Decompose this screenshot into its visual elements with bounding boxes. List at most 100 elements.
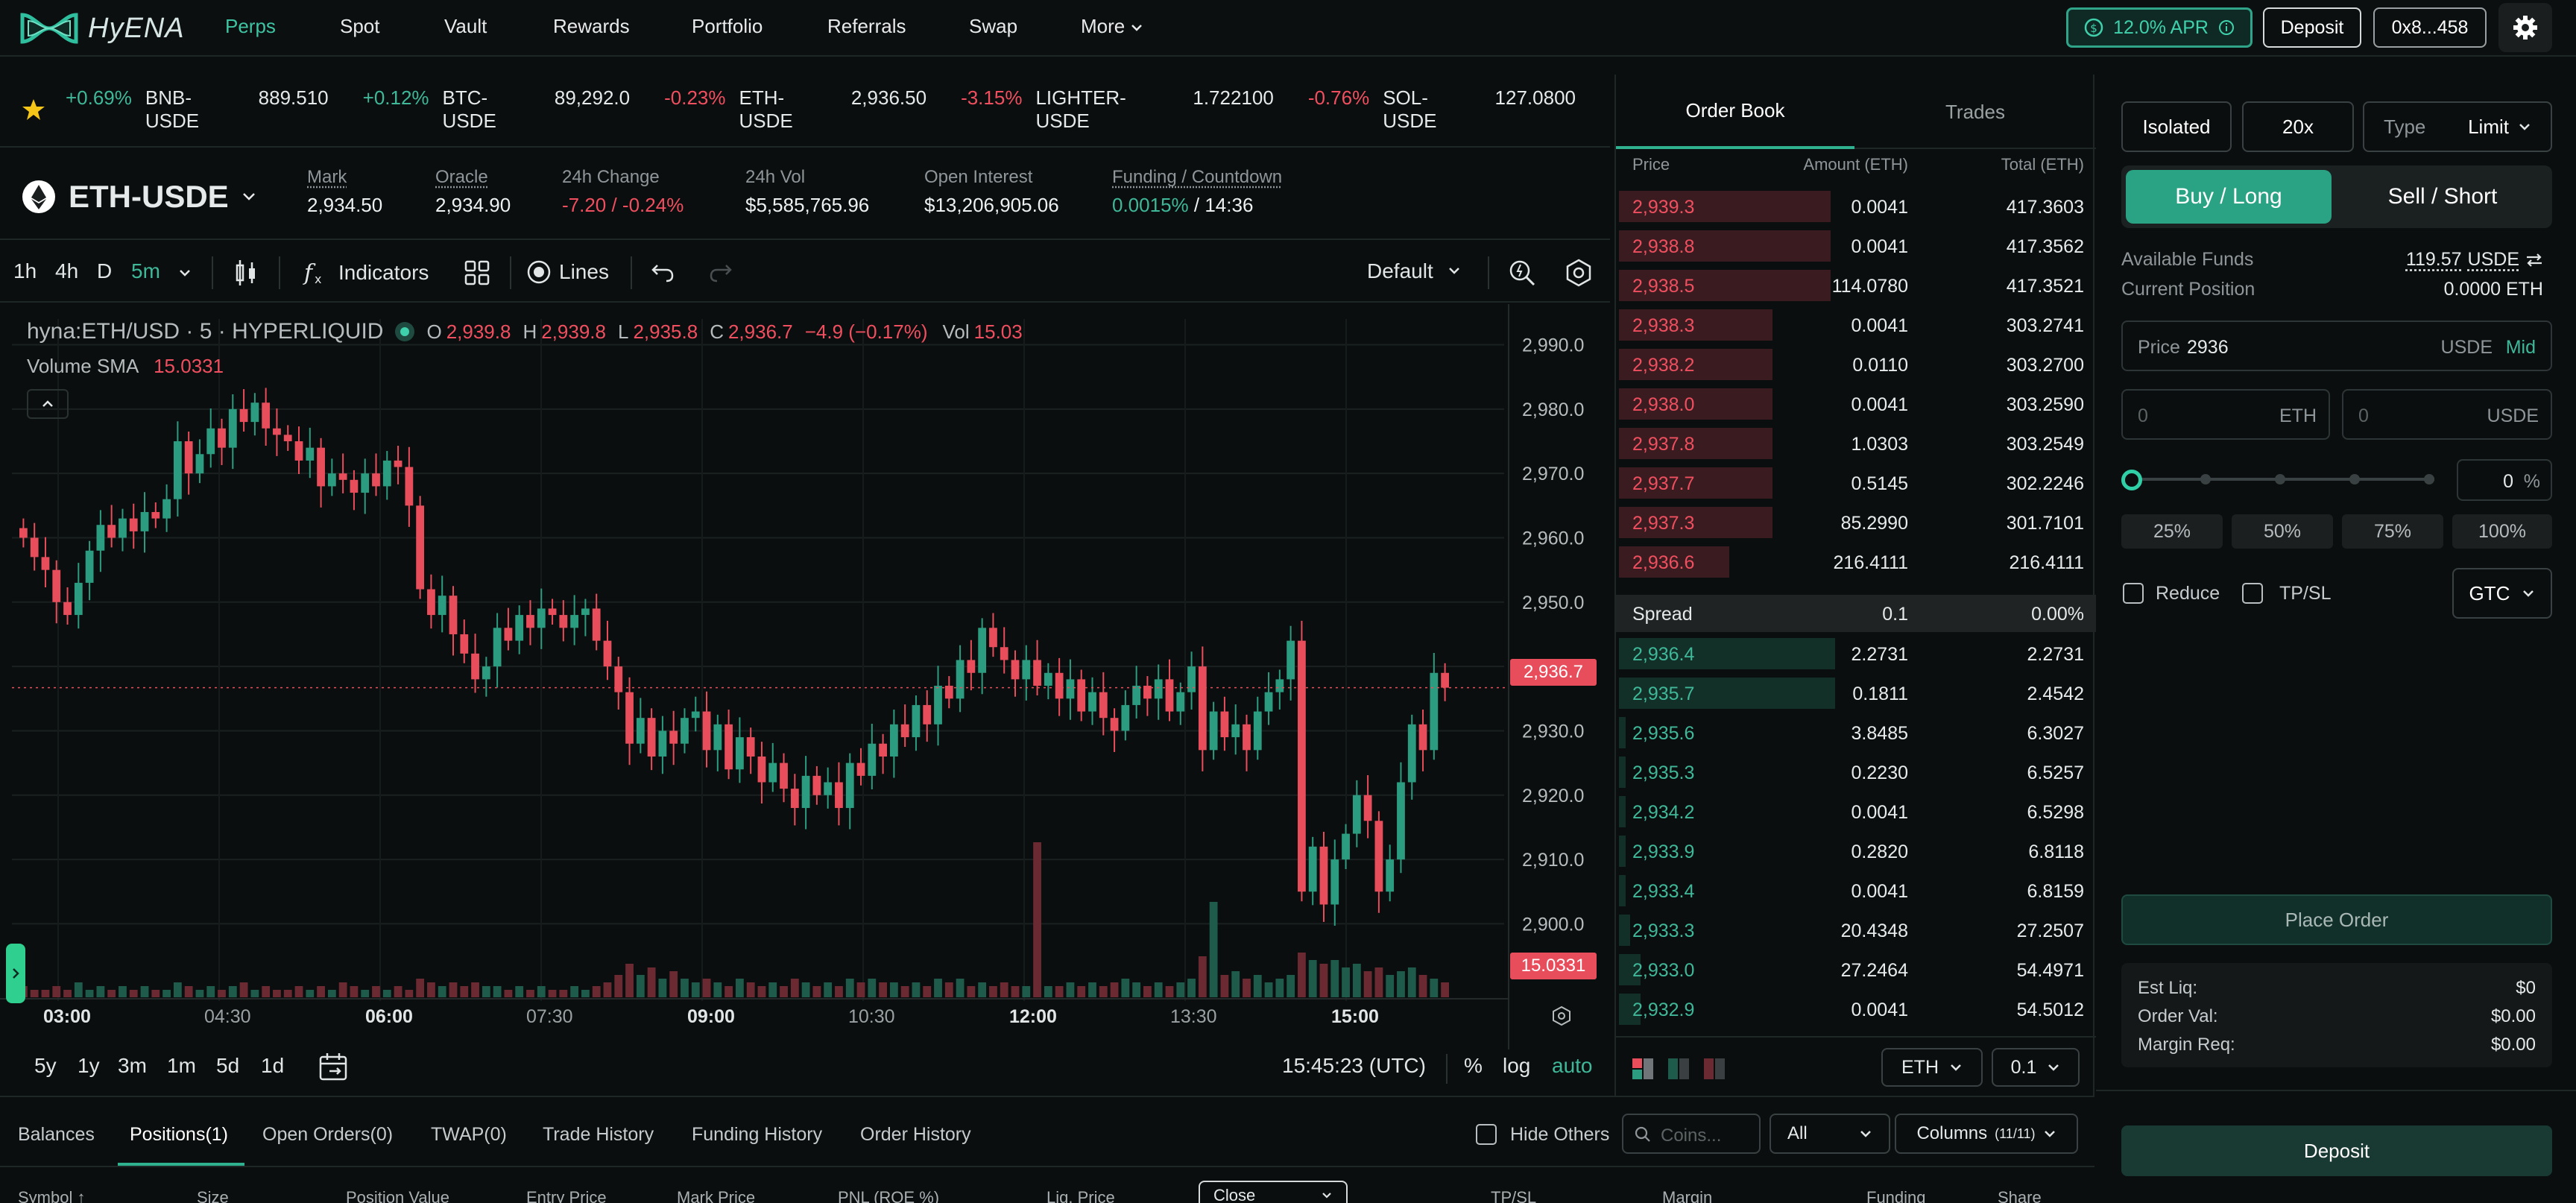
settings-hex-icon[interactable] xyxy=(1564,258,1594,288)
tab-order-history[interactable]: Order History xyxy=(860,1124,971,1145)
tpsl-checkbox[interactable] xyxy=(2242,583,2263,604)
ask-row[interactable]: 2,937.3 85.2990 301.7101 xyxy=(1616,502,2096,542)
bid-row[interactable]: 2,935.7 0.1811 2.4542 xyxy=(1616,673,2096,713)
leverage-button[interactable]: 20x xyxy=(2242,101,2354,152)
ask-row[interactable]: 2,937.7 0.5145 302.2246 xyxy=(1616,463,2096,502)
hide-others-checkbox[interactable] xyxy=(1476,1124,1497,1145)
slider-percent-value[interactable]: 0 xyxy=(2503,471,2513,492)
margin-mode-button[interactable]: Isolated xyxy=(2121,101,2232,152)
bid-row[interactable]: 2,936.4 2.2731 2.2731 xyxy=(1616,634,2096,673)
reduce-checkbox[interactable] xyxy=(2123,583,2144,604)
auto-scale-toggle[interactable]: auto xyxy=(1552,1054,1593,1077)
calendar-icon[interactable] xyxy=(318,1051,350,1084)
slider-thumb[interactable] xyxy=(2121,470,2142,490)
pct-75-button[interactable]: 75% xyxy=(2342,514,2443,549)
range-3m[interactable]: 3m xyxy=(118,1054,147,1077)
nav-vault[interactable]: Vault xyxy=(444,15,487,37)
pct-50-button[interactable]: 50% xyxy=(2232,514,2333,549)
size-usde-input[interactable]: 0 xyxy=(2358,405,2369,426)
utc-clock[interactable]: 15:45:23 (UTC) xyxy=(1282,1054,1426,1077)
bid-row[interactable]: 2,934.2 0.0041 6.5298 xyxy=(1616,792,2096,831)
layout-select[interactable]: Default xyxy=(1367,259,1462,283)
sell-short-button[interactable]: Sell / Short xyxy=(2387,184,2498,209)
ask-row[interactable]: 2,938.0 0.0041 303.2590 xyxy=(1616,384,2096,423)
range-5y[interactable]: 5y xyxy=(34,1054,57,1077)
quick-search-icon[interactable] xyxy=(1507,258,1537,288)
chart-canvas[interactable]: 2,990.02,980.02,970.02,960.02,950.02,940… xyxy=(0,304,1610,1049)
range-1d[interactable]: 1d xyxy=(261,1054,285,1077)
place-order-button[interactable]: Place Order xyxy=(2121,894,2552,945)
nav-perps[interactable]: Perps xyxy=(225,15,276,37)
logo[interactable]: HyENA xyxy=(18,6,185,51)
settings-button[interactable] xyxy=(2498,3,2552,52)
book-view-bids-icon[interactable] xyxy=(1667,1057,1690,1081)
ticker-item-btc[interactable]: +0.12% BTC-USDE 89,292.0 xyxy=(363,86,630,133)
close-all-select[interactable]: Close xyxy=(1199,1181,1348,1203)
undo-icon[interactable] xyxy=(650,261,675,283)
ask-row[interactable]: 2,938.3 0.0041 303.2741 xyxy=(1616,305,2096,344)
collapse-legend-button[interactable] xyxy=(27,389,69,419)
interval-d[interactable]: D xyxy=(97,259,113,282)
book-view-both-icon[interactable] xyxy=(1631,1057,1655,1081)
time-in-force-select[interactable]: GTC xyxy=(2452,568,2552,619)
layout-grid-icon[interactable] xyxy=(464,259,490,286)
nav-spot[interactable]: Spot xyxy=(340,15,380,37)
pct-100-button[interactable]: 100% xyxy=(2452,514,2552,549)
ask-row[interactable]: 2,937.8 1.0303 303.2549 xyxy=(1616,423,2096,463)
tab-order-book[interactable]: Order Book xyxy=(1616,75,1854,149)
orderbook-asset-select[interactable]: ETH xyxy=(1881,1048,1983,1087)
buy-long-button[interactable]: Buy / Long xyxy=(2126,170,2332,224)
bid-row[interactable]: 2,933.0 27.2464 54.4971 xyxy=(1616,950,2096,989)
candlestick-icon[interactable] xyxy=(233,258,259,288)
tab-trades[interactable]: Trades xyxy=(1945,100,2005,123)
order-type-select[interactable]: Type Limit xyxy=(2363,101,2552,152)
ticker-item-eth[interactable]: -0.23% ETH-USDE 2,936.50 xyxy=(664,86,926,133)
star-icon[interactable] xyxy=(21,97,46,122)
coin-search-input[interactable]: Coins... xyxy=(1661,1125,1722,1146)
interval-1h[interactable]: 1h xyxy=(13,259,37,282)
redo-icon[interactable] xyxy=(708,261,733,283)
apr-button[interactable]: $ 12.0% APR xyxy=(2066,7,2253,48)
bid-row[interactable]: 2,932.9 0.0041 54.5012 xyxy=(1616,989,2096,1029)
lines-button[interactable]: Lines xyxy=(526,259,609,285)
log-scale-toggle[interactable]: log xyxy=(1503,1054,1531,1077)
nav-rewards[interactable]: Rewards xyxy=(553,15,630,37)
bid-row[interactable]: 2,935.3 0.2230 6.5257 xyxy=(1616,752,2096,792)
position-filter-select[interactable]: All xyxy=(1770,1114,1890,1154)
tab-trade-history[interactable]: Trade History xyxy=(543,1124,654,1145)
columns-select[interactable]: Columns (11/11) xyxy=(1895,1114,2078,1154)
tab-positions[interactable]: Positions(1) xyxy=(130,1124,228,1145)
ask-row[interactable]: 2,939.3 0.0041 417.3603 xyxy=(1616,186,2096,226)
tab-twap[interactable]: TWAP(0) xyxy=(431,1124,507,1145)
ticker-item-lighter[interactable]: -3.15% LIGHTER-USDE 1.722100 xyxy=(961,86,1274,133)
pair-selector[interactable]: ETH-USDE xyxy=(21,179,257,215)
mid-price-button[interactable]: Mid xyxy=(2505,337,2536,358)
tab-open-orders[interactable]: Open Orders(0) xyxy=(262,1124,394,1145)
ticker-item-bnb[interactable]: +0.69% BNB-USDE 889.510 xyxy=(66,86,329,133)
wallet-button[interactable]: 0x8...458 xyxy=(2373,7,2487,48)
nav-portfolio[interactable]: Portfolio xyxy=(692,15,763,37)
nav-swap[interactable]: Swap xyxy=(969,15,1018,37)
range-1y[interactable]: 1y xyxy=(78,1054,100,1077)
interval-4h[interactable]: 4h xyxy=(55,259,79,282)
pct-25-button[interactable]: 25% xyxy=(2121,514,2223,549)
price-field[interactable]: Price 2936 USDE Mid xyxy=(2121,321,2552,371)
slider-percent-field[interactable]: 0 % xyxy=(2457,459,2552,501)
bid-row[interactable]: 2,933.9 0.2820 6.8118 xyxy=(1616,831,2096,871)
chart-settings-icon[interactable] xyxy=(1550,1005,1573,1027)
ticker-item-sol[interactable]: -0.76% SOL-USDE 127.0800 xyxy=(1308,86,1576,133)
tab-balances[interactable]: Balances xyxy=(18,1124,95,1145)
size-eth-input[interactable]: 0 xyxy=(2138,405,2148,426)
ask-row[interactable]: 2,938.5 114.0780 417.3521 xyxy=(1616,265,2096,305)
interval-5m[interactable]: 5m xyxy=(131,259,160,282)
deposit-panel-button[interactable]: Deposit xyxy=(2121,1125,2552,1176)
col-symbol[interactable]: Symbol ↑ xyxy=(18,1188,86,1203)
percent-scale-toggle[interactable]: % xyxy=(1464,1054,1483,1077)
size-slider[interactable] xyxy=(2121,468,2442,490)
orderbook-tick-select[interactable]: 0.1 xyxy=(1992,1048,2080,1087)
coin-search-field[interactable]: Coins... xyxy=(1622,1114,1761,1154)
deposit-button[interactable]: Deposit xyxy=(2263,7,2361,48)
chevron-down-icon[interactable] xyxy=(177,268,192,279)
tab-funding-history[interactable]: Funding History xyxy=(692,1124,823,1145)
